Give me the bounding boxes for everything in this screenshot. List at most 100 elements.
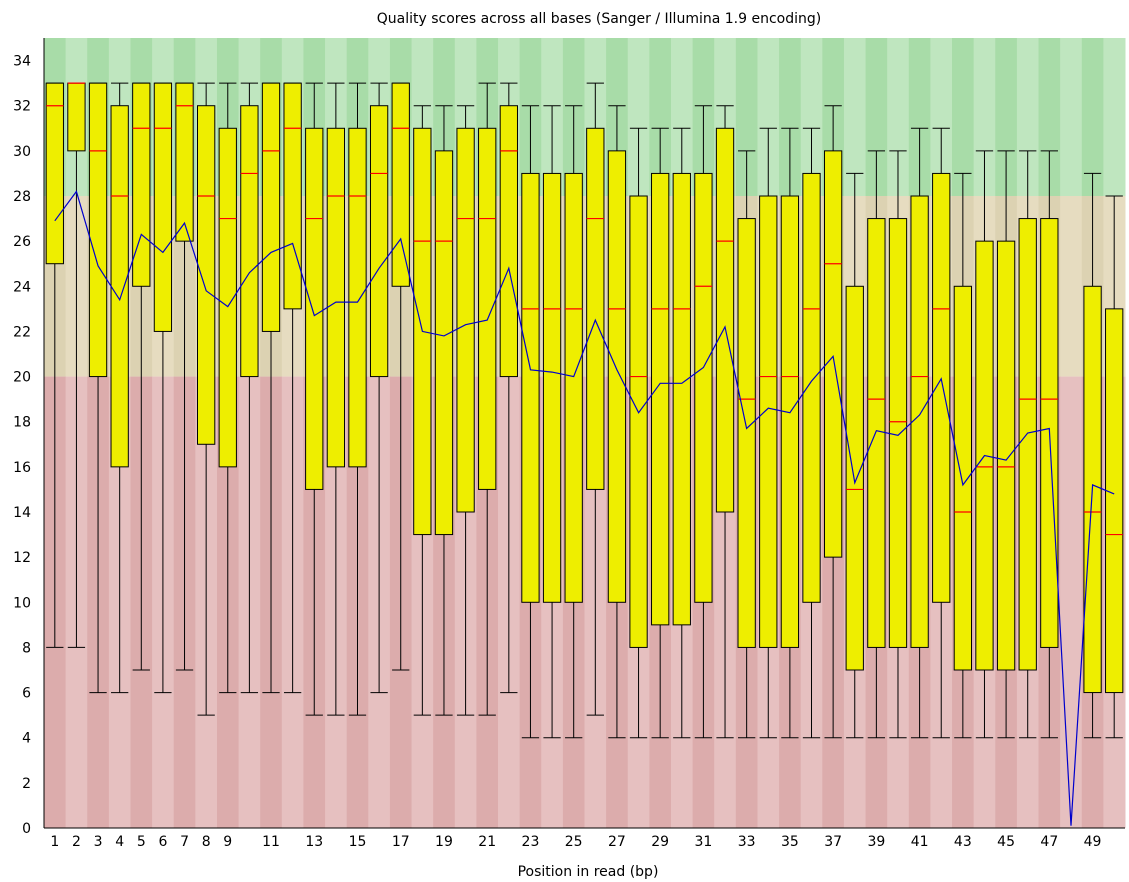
zone-stripe-0-29 bbox=[670, 38, 694, 196]
x-tick-label-8: 8 bbox=[202, 834, 211, 850]
zone-stripe-0-32 bbox=[735, 38, 758, 196]
x-tick-label-13: 13 bbox=[305, 834, 323, 850]
x-tick-label-9: 9 bbox=[223, 834, 232, 850]
y-tick-label-2: 2 bbox=[22, 776, 31, 792]
zone-stripe-0-45 bbox=[1016, 38, 1040, 196]
y-tick-label-16: 16 bbox=[13, 460, 31, 476]
y-tick-label-10: 10 bbox=[13, 595, 31, 611]
box-37 bbox=[823, 150, 843, 558]
x-tick-label-11: 11 bbox=[262, 834, 280, 850]
chart-title: Quality scores across all bases (Sanger … bbox=[377, 11, 821, 27]
x-tick-label-37: 37 bbox=[824, 834, 842, 850]
x-tick-label-27: 27 bbox=[608, 834, 626, 850]
x-tick-label-41: 41 bbox=[911, 834, 929, 850]
box-43 bbox=[953, 285, 972, 671]
box-38 bbox=[845, 285, 864, 671]
y-tick-label-26: 26 bbox=[13, 234, 31, 250]
y-tick-label-24: 24 bbox=[13, 279, 31, 295]
x-tick-label-5: 5 bbox=[137, 834, 146, 850]
x-tick-label-19: 19 bbox=[435, 834, 453, 850]
zone-stripe-0-46 bbox=[1038, 38, 1061, 196]
box-40 bbox=[888, 218, 908, 648]
box-31 bbox=[694, 172, 713, 603]
box-29 bbox=[651, 172, 670, 626]
x-tick-label-1: 1 bbox=[50, 834, 59, 850]
box-22 bbox=[499, 105, 518, 378]
box-3 bbox=[88, 82, 108, 378]
zone-stripe-0-41 bbox=[930, 38, 953, 196]
x-tick-label-2: 2 bbox=[72, 834, 81, 850]
x-tick-label-31: 31 bbox=[694, 834, 712, 850]
x-tick-label-7: 7 bbox=[180, 834, 189, 850]
box-42 bbox=[932, 172, 951, 603]
zone-stripe-0-34 bbox=[779, 38, 802, 196]
zone-stripe-0-38 bbox=[865, 38, 888, 196]
zone-stripe-0-40 bbox=[908, 38, 931, 196]
mean-line bbox=[54, 190, 1115, 826]
x-tick-label-45: 45 bbox=[997, 834, 1015, 850]
box-34 bbox=[759, 195, 778, 648]
zone-stripe-0-43 bbox=[973, 38, 996, 196]
box-41 bbox=[910, 195, 929, 648]
box-27 bbox=[607, 150, 627, 603]
box-1 bbox=[45, 82, 64, 265]
box-15 bbox=[348, 127, 367, 468]
zone-stripe-0-44 bbox=[995, 38, 1018, 196]
y-tick-label-14: 14 bbox=[13, 505, 31, 521]
box-12 bbox=[283, 82, 302, 310]
box-17 bbox=[391, 82, 410, 287]
y-tick-label-4: 4 bbox=[22, 731, 31, 747]
box-35 bbox=[780, 195, 800, 648]
box-4 bbox=[110, 105, 129, 468]
box-14 bbox=[326, 127, 346, 468]
x-tick-label-39: 39 bbox=[867, 834, 885, 850]
box-50 bbox=[1105, 308, 1124, 694]
box-28 bbox=[629, 195, 648, 648]
zone-stripe-0-49 bbox=[1103, 38, 1126, 196]
y-tick-label-32: 32 bbox=[13, 99, 31, 115]
zone-stripe-0-48 bbox=[1081, 38, 1104, 196]
x-tick-label-25: 25 bbox=[565, 834, 583, 850]
y-tick-label-30: 30 bbox=[13, 144, 31, 160]
box-16 bbox=[369, 105, 389, 378]
zone-stripe-0-35 bbox=[800, 38, 823, 196]
box-46 bbox=[1018, 218, 1037, 671]
x-tick-label-23: 23 bbox=[522, 834, 540, 850]
zone-stripe-0-33 bbox=[757, 38, 780, 196]
box-24 bbox=[542, 172, 562, 603]
box-23 bbox=[521, 172, 540, 603]
box-20 bbox=[456, 127, 475, 513]
box-45 bbox=[996, 240, 1016, 671]
box-2 bbox=[67, 82, 86, 152]
x-tick-label-3: 3 bbox=[94, 834, 103, 850]
x-tick-label-47: 47 bbox=[1040, 834, 1058, 850]
x-tick-label-35: 35 bbox=[781, 834, 799, 850]
box-19 bbox=[434, 150, 454, 536]
box-36 bbox=[802, 172, 821, 603]
x-tick-label-43: 43 bbox=[954, 834, 972, 850]
zone-stripe-0-47 bbox=[1060, 38, 1083, 196]
y-tick-label-28: 28 bbox=[13, 189, 31, 205]
box-5 bbox=[132, 82, 151, 287]
zone-stripe-0-37 bbox=[843, 38, 867, 196]
box-9 bbox=[218, 127, 237, 468]
y-tick-label-12: 12 bbox=[13, 550, 31, 566]
x-tick-label-4: 4 bbox=[115, 834, 124, 850]
box-30 bbox=[672, 172, 691, 626]
y-tick-label-8: 8 bbox=[22, 640, 31, 656]
box-33 bbox=[737, 218, 756, 648]
box-6 bbox=[153, 82, 173, 332]
box-11 bbox=[261, 82, 281, 332]
y-tick-label-20: 20 bbox=[13, 370, 31, 386]
x-tick-label-17: 17 bbox=[392, 834, 410, 850]
medians bbox=[46, 82, 1123, 536]
x-tick-label-6: 6 bbox=[158, 834, 167, 850]
zone-stripe-2-47 bbox=[1060, 376, 1083, 828]
zone-stripe-0-42 bbox=[952, 38, 975, 196]
zone-stripe-0-39 bbox=[887, 38, 910, 196]
y-tick-label-6: 6 bbox=[22, 686, 31, 702]
box-32 bbox=[715, 127, 735, 513]
x-tick-label-49: 49 bbox=[1084, 834, 1102, 850]
